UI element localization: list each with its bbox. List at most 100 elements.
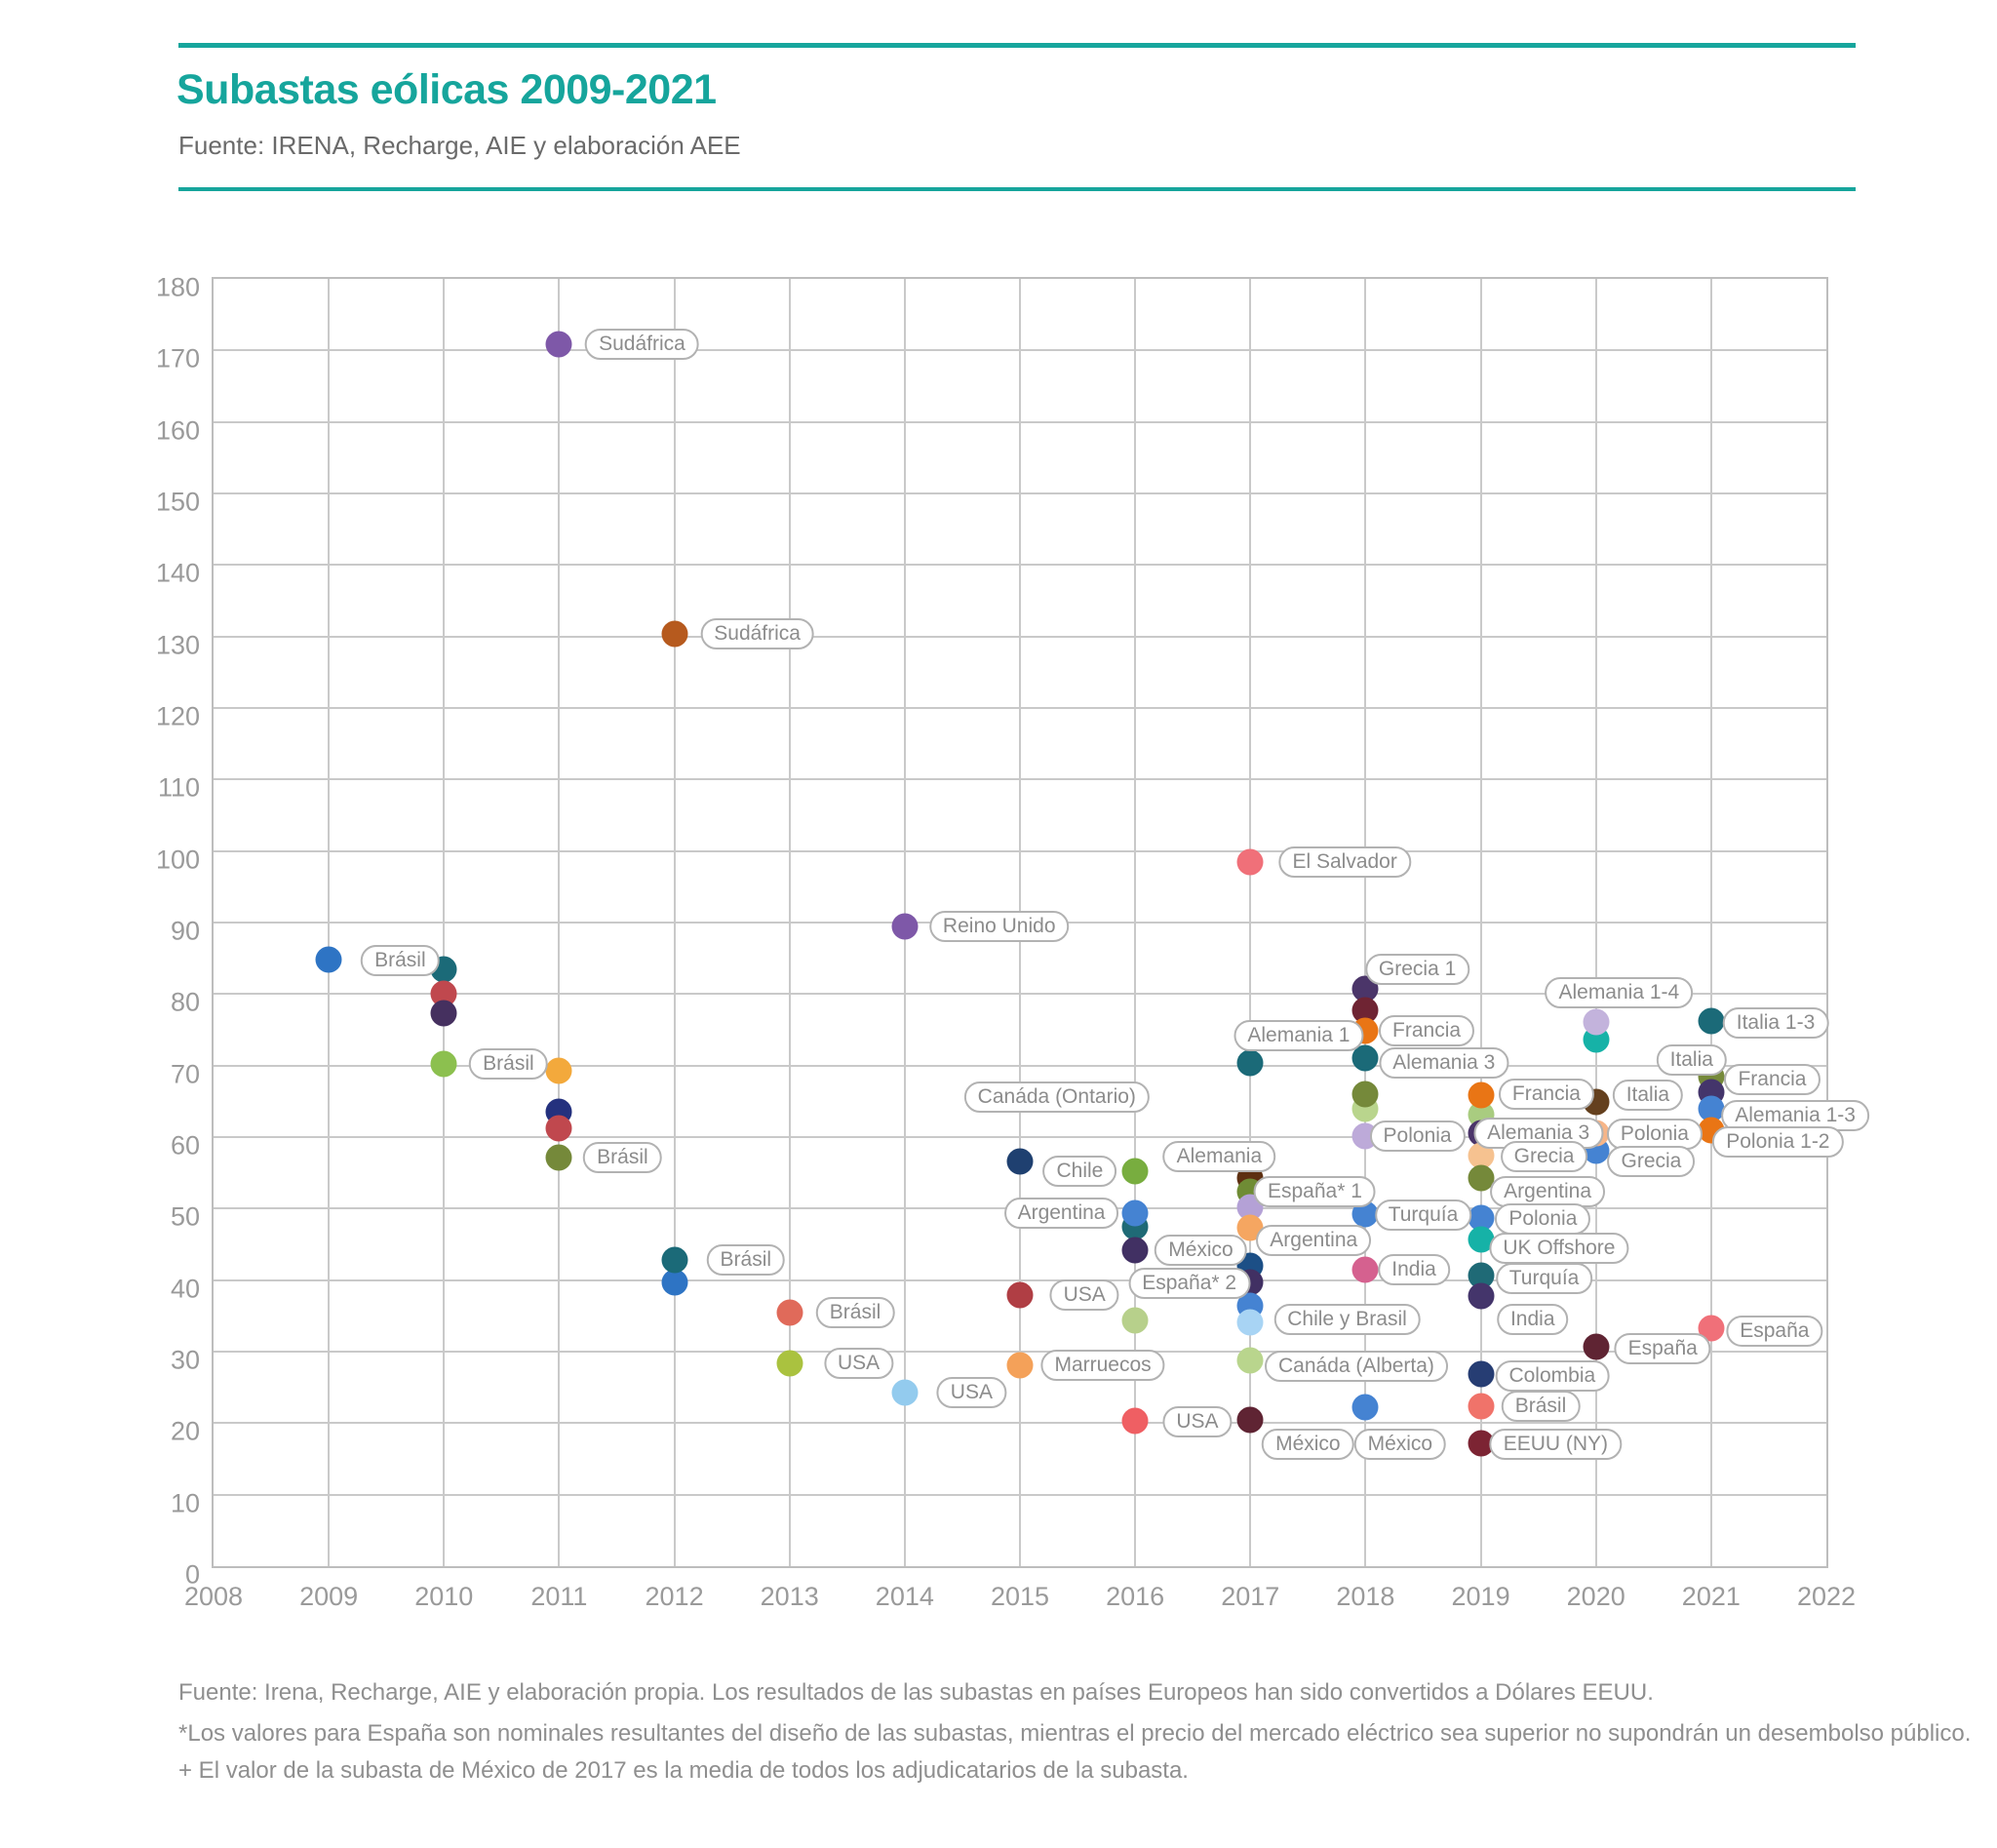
- country-label: Alemania 1: [1233, 1019, 1364, 1051]
- country-label: Brásil: [361, 944, 440, 976]
- x-tick-label: 2020: [1566, 1582, 1625, 1611]
- country-label: Canáda (Ontario): [963, 1081, 1150, 1113]
- data-point: [1006, 1148, 1034, 1175]
- data-point-eeuu-ny-: [1468, 1430, 1495, 1457]
- mid-accent-rule: [178, 187, 1856, 191]
- y-tick-label: 10: [170, 1488, 200, 1518]
- data-point-reino-unido: [891, 913, 919, 940]
- x-tick-label: 2010: [414, 1582, 474, 1611]
- x-tick-label: 2015: [990, 1582, 1050, 1611]
- data-point-italia-1-3: [1698, 1007, 1725, 1035]
- country-label: Brásil: [1501, 1391, 1581, 1423]
- data-point-india: [1351, 1256, 1379, 1283]
- country-label: Turquía: [1495, 1263, 1593, 1295]
- data-point-br-sil: [661, 1246, 688, 1274]
- country-label: Alemania 1-4: [1545, 976, 1694, 1008]
- grid-line-x: [673, 279, 676, 1566]
- page-subtitle: Fuente: IRENA, Recharge, AIE y elaboraci…: [178, 131, 741, 160]
- country-label: Grecia: [1500, 1140, 1588, 1172]
- y-tick-label: 20: [170, 1416, 200, 1446]
- country-label: Sudáfrica: [585, 329, 699, 361]
- country-label: Francia: [1379, 1015, 1475, 1047]
- data-point: [1121, 1307, 1149, 1334]
- top-accent-rule: [178, 43, 1856, 48]
- country-label: Italia 1-3: [1722, 1006, 1829, 1039]
- grid-line-x: [1364, 279, 1367, 1566]
- data-point-chile: [1121, 1158, 1149, 1185]
- country-label: España: [1726, 1315, 1823, 1347]
- country-label: Argentina: [1003, 1198, 1119, 1230]
- grid-line-x: [788, 279, 791, 1566]
- grid-line-x: [1709, 279, 1712, 1566]
- x-tick-label: 2013: [760, 1582, 819, 1611]
- country-label: India: [1496, 1304, 1569, 1335]
- grid-line-x: [1249, 279, 1252, 1566]
- country-label: Reino Unido: [928, 911, 1070, 943]
- data-point-el-salvador: [1236, 848, 1264, 876]
- country-label: Colombia: [1495, 1359, 1610, 1392]
- y-tick-label: 180: [155, 272, 200, 302]
- data-point-francia: [1468, 1081, 1495, 1109]
- y-tick-label: 0: [184, 1559, 200, 1590]
- country-label: USA: [1049, 1279, 1119, 1312]
- data-point-sud-frica: [545, 331, 572, 358]
- grid-line-x: [1594, 279, 1597, 1566]
- country-label: Alemania: [1162, 1140, 1276, 1172]
- x-tick-label: 2018: [1336, 1582, 1395, 1611]
- data-point-india: [1468, 1282, 1495, 1310]
- data-point-br-sil: [430, 1050, 457, 1078]
- x-tick-label: 2021: [1681, 1582, 1741, 1611]
- country-label: Alemania 3: [1379, 1047, 1509, 1080]
- y-tick-label: 140: [155, 558, 200, 588]
- data-point-br-sil: [776, 1299, 803, 1326]
- country-label: Alemania 1-3: [1721, 1100, 1869, 1131]
- data-point-can-da-alberta-: [1236, 1347, 1264, 1374]
- y-tick-label: 60: [170, 1130, 200, 1160]
- footer-mexico-note: + El valor de la subasta de México de 20…: [178, 1757, 1189, 1784]
- y-tick-label: 110: [157, 772, 200, 803]
- data-point-argentina: [1121, 1199, 1149, 1227]
- y-tick-label: 130: [155, 630, 200, 660]
- data-point-m-xico: [1351, 1394, 1379, 1421]
- country-label: Italia: [1656, 1043, 1727, 1076]
- grid-line-x: [443, 279, 446, 1566]
- y-tick-label: 70: [170, 1059, 200, 1089]
- country-label: India: [1378, 1254, 1450, 1286]
- y-tick-label: 170: [155, 343, 200, 374]
- x-tick-label: 2016: [1106, 1582, 1165, 1611]
- y-tick-label: 40: [170, 1274, 200, 1304]
- country-label: Turquía: [1374, 1199, 1472, 1231]
- country-label: España* 2: [1128, 1267, 1251, 1299]
- country-label: Brásil: [706, 1244, 786, 1277]
- footer-source-note: Fuente: Irena, Recharge, AIE y elaboraci…: [178, 1679, 1654, 1706]
- country-label: España: [1614, 1333, 1711, 1365]
- y-tick-label: 150: [155, 487, 200, 517]
- data-point: [661, 1269, 688, 1296]
- data-point-m-xico: [1236, 1406, 1264, 1434]
- data-point-usa: [1121, 1407, 1149, 1435]
- country-label: Argentina: [1490, 1175, 1606, 1207]
- y-tick-label: 50: [170, 1201, 200, 1232]
- x-tick-label: 2011: [530, 1582, 588, 1611]
- grid-line-x: [328, 279, 331, 1566]
- country-label: Grecia 1: [1364, 954, 1470, 986]
- country-label: USA: [1162, 1405, 1233, 1437]
- country-label: Marruecos: [1040, 1349, 1165, 1381]
- country-label: EEUU (NY): [1489, 1428, 1623, 1460]
- data-point-alemania-1-4: [1583, 1008, 1610, 1036]
- country-label: Chile y Brasil: [1273, 1304, 1421, 1335]
- data-point: [430, 1000, 457, 1027]
- y-tick-label: 120: [155, 701, 200, 731]
- country-label: México: [1262, 1428, 1354, 1460]
- country-label: Alemania 3: [1473, 1117, 1604, 1149]
- x-tick-label: 2009: [299, 1582, 359, 1611]
- country-label: Brásil: [815, 1296, 895, 1328]
- data-point-sud-frica: [661, 620, 688, 648]
- data-point: [545, 1115, 572, 1142]
- country-label: UK Offshore: [1489, 1233, 1629, 1265]
- x-tick-label: 2017: [1221, 1582, 1280, 1611]
- country-label: Chile: [1042, 1156, 1117, 1188]
- data-point: [545, 1057, 572, 1084]
- country-label: Canáda (Alberta): [1265, 1350, 1448, 1382]
- x-tick-label: 2019: [1451, 1582, 1510, 1611]
